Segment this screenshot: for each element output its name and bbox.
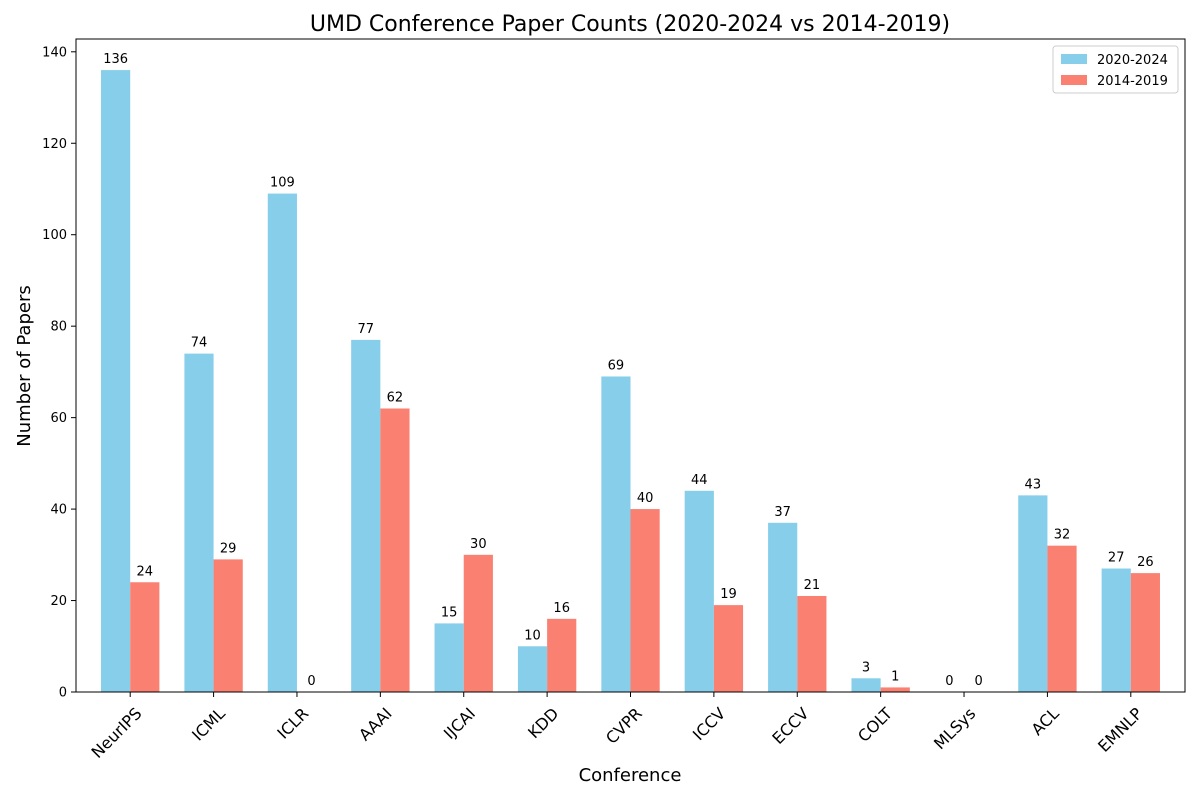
x-tick-label: COLT — [854, 704, 896, 746]
data-label: 136 — [103, 52, 128, 67]
x-tick-label: AAAI — [355, 704, 396, 745]
legend-label: 2014-2019 — [1097, 74, 1168, 89]
x-tick-label: IJCAI — [440, 704, 479, 743]
data-label: 29 — [220, 541, 237, 556]
bar-series-2 — [213, 559, 243, 692]
data-label: 44 — [691, 473, 708, 488]
x-tick-label: NeurIPS — [87, 704, 145, 762]
x-tick-label: KDD — [524, 704, 562, 742]
data-label: 16 — [553, 601, 570, 616]
y-tick-label: 40 — [50, 503, 67, 518]
bar-series-1 — [1101, 568, 1131, 692]
bar-series-1 — [851, 678, 881, 692]
bar-series-2 — [713, 605, 744, 692]
y-tick-label: 60 — [50, 411, 67, 426]
data-label: 19 — [720, 587, 737, 602]
data-label: 15 — [441, 605, 458, 620]
bar-series-2 — [630, 509, 660, 692]
bar-series-2 — [380, 408, 410, 692]
data-label: 62 — [387, 390, 404, 405]
bar-series-2 — [880, 687, 910, 692]
data-label: 0 — [307, 674, 315, 689]
x-tick-label: ICLR — [273, 704, 312, 743]
x-tick-label: ICML — [188, 704, 229, 745]
bar-series-1 — [768, 522, 798, 692]
data-label: 21 — [804, 578, 821, 593]
bar-series-1 — [101, 70, 131, 693]
x-tick-label: MLSys — [930, 704, 979, 753]
data-label: 24 — [137, 564, 154, 579]
data-label: 0 — [945, 674, 953, 689]
data-label: 30 — [470, 537, 487, 552]
bar-series-2 — [547, 618, 577, 692]
data-label: 69 — [608, 358, 625, 373]
x-tick-label: EMNLP — [1094, 704, 1146, 756]
y-tick-label: 80 — [50, 320, 67, 335]
y-axis-label: Number of Papers — [14, 285, 35, 446]
data-label: 26 — [1137, 555, 1154, 570]
data-label: 40 — [637, 491, 654, 506]
legend: 2020-2024 2014-2019 — [1052, 45, 1179, 94]
y-tick-label: 100 — [42, 228, 67, 243]
bar-series-2 — [1047, 545, 1077, 692]
y-tick-label: 0 — [59, 686, 67, 701]
bar-series-1 — [184, 353, 214, 692]
plot-frame — [75, 38, 1186, 693]
x-axis-label: Conference — [579, 765, 682, 786]
data-label: 77 — [357, 322, 374, 337]
bar-series-2 — [463, 554, 493, 692]
x-tick-label: ACL — [1028, 704, 1063, 739]
bar-series-1 — [434, 623, 464, 692]
bar-series-1 — [267, 193, 297, 692]
data-label: 43 — [1025, 477, 1042, 492]
data-label: 10 — [524, 628, 541, 643]
legend-swatch — [1061, 75, 1087, 85]
legend-swatch — [1061, 54, 1087, 64]
chart-title: UMD Conference Paper Counts (2020-2024 v… — [310, 12, 950, 37]
data-label: 109 — [270, 176, 295, 191]
y-tick-label: 20 — [50, 594, 67, 609]
x-tick-label: ICCV — [689, 704, 729, 744]
x-tick-label: ECCV — [768, 704, 812, 748]
data-label: 3 — [862, 660, 870, 675]
bar-series-1 — [517, 646, 548, 692]
y-tick-label: 120 — [42, 137, 67, 152]
legend-label: 2020-2024 — [1097, 53, 1168, 68]
data-label: 0 — [974, 674, 982, 689]
bar-series-2 — [797, 595, 827, 692]
bar-series-1 — [1018, 495, 1048, 692]
data-label: 74 — [191, 336, 208, 351]
data-label: 37 — [774, 505, 791, 520]
data-label: 32 — [1054, 528, 1071, 543]
bar-series-2 — [1130, 573, 1160, 692]
bar-series-1 — [351, 339, 381, 692]
data-label: 27 — [1108, 551, 1125, 566]
data-label: 1 — [891, 669, 899, 684]
y-tick-label: 140 — [42, 45, 67, 60]
bar-series-1 — [684, 490, 714, 692]
x-tick-label: CVPR — [602, 704, 646, 748]
bar-series-2 — [130, 582, 160, 692]
bar-series-1 — [601, 376, 631, 692]
